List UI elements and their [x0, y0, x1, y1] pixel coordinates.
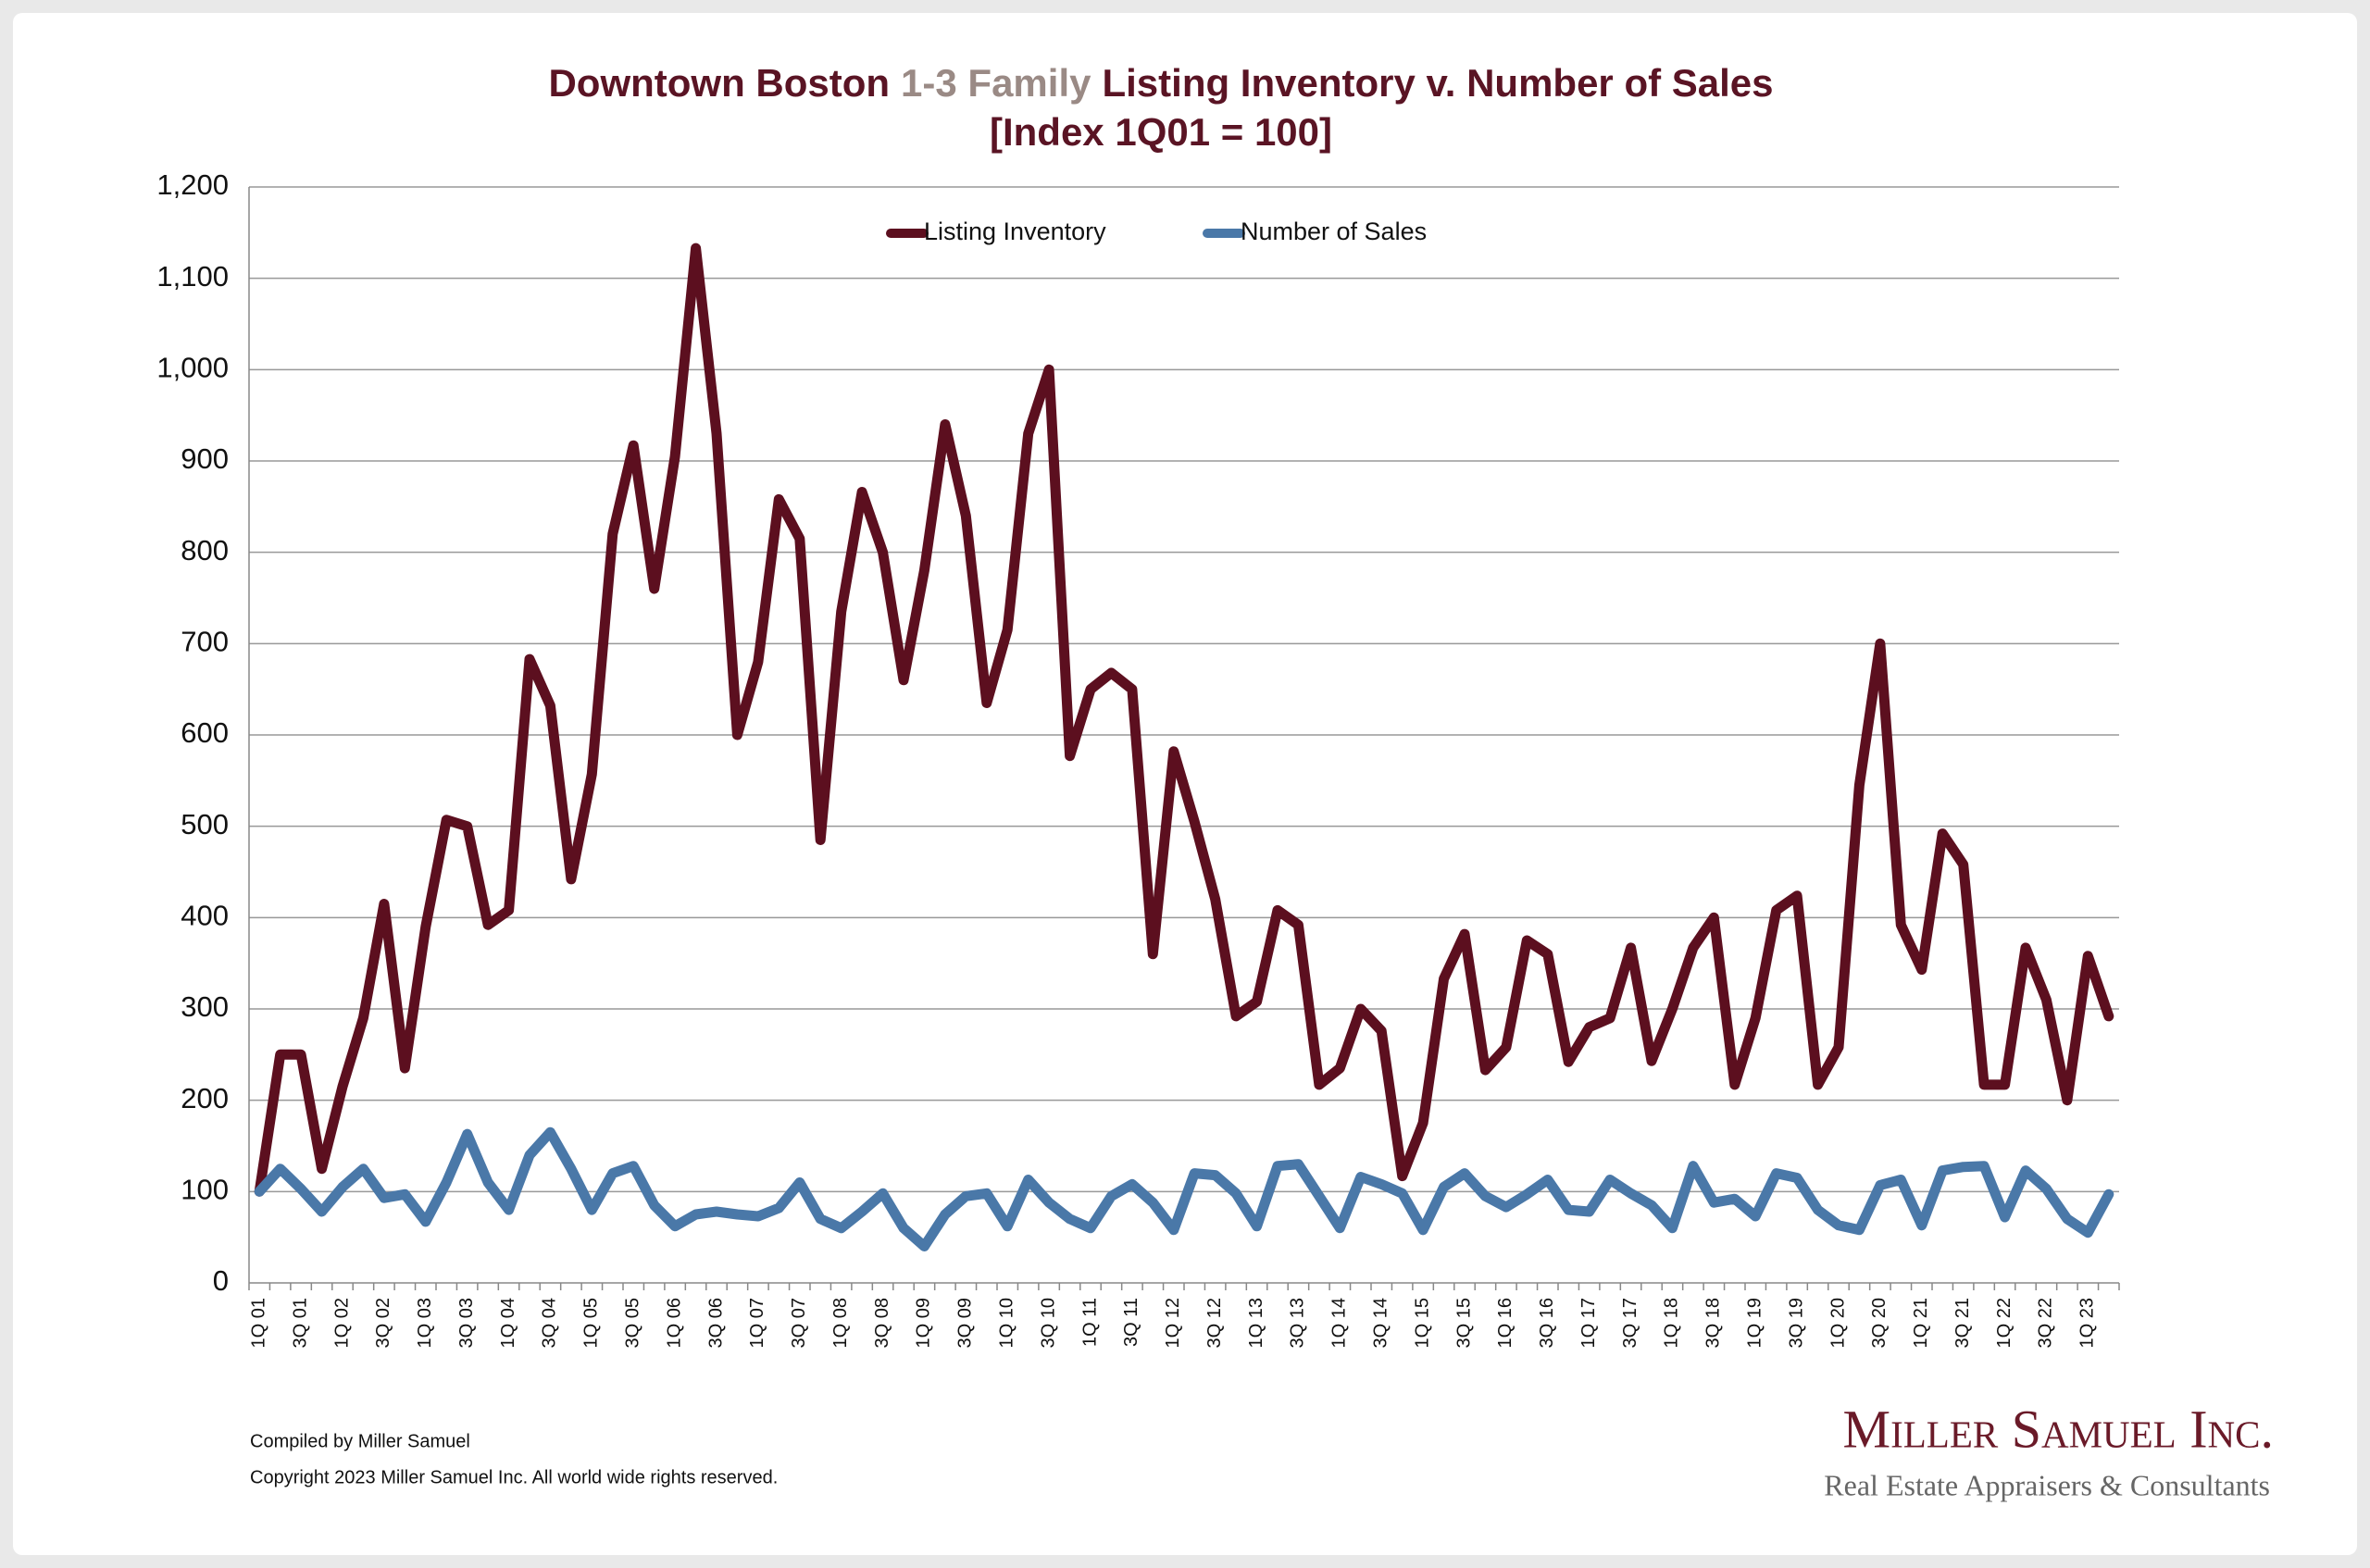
x-tick-label: 1Q 19 — [1745, 1298, 1765, 1348]
x-tick-label: 3Q 17 — [1620, 1298, 1640, 1348]
x-tick-label: 1Q 21 — [1911, 1298, 1931, 1348]
x-tick-label: 1Q 13 — [1246, 1298, 1266, 1348]
y-tick-label: 400 — [181, 900, 229, 932]
x-tick-label: 1Q 04 — [498, 1298, 518, 1348]
x-tick-label: 3Q 06 — [705, 1298, 726, 1348]
y-tick-label: 700 — [181, 626, 229, 658]
x-tick-label: 1Q 20 — [1827, 1298, 1848, 1348]
x-tick-label: 1Q 02 — [331, 1298, 352, 1348]
x-tick-label: 1Q 17 — [1578, 1298, 1599, 1348]
x-tick-label: 1Q 22 — [1994, 1298, 2014, 1348]
y-tick-label: 900 — [181, 442, 229, 475]
x-tick-label: 3Q 03 — [456, 1298, 477, 1348]
footnote: Copyright 2023 Miller Samuel Inc. All wo… — [250, 1467, 778, 1487]
y-tick-label: 100 — [181, 1174, 229, 1206]
x-tick-label: 1Q 14 — [1329, 1298, 1350, 1348]
x-tick-label: 3Q 20 — [1869, 1298, 1890, 1348]
title-part: 1-3 Family — [901, 61, 1091, 105]
chart-subtitle: [Index 1Q01 = 100] — [990, 110, 1332, 154]
x-tick-label: 1Q 06 — [664, 1298, 684, 1348]
x-tick-label: 1Q 08 — [830, 1298, 851, 1348]
y-tick-label: 200 — [181, 1082, 229, 1114]
x-tick-label: 1Q 07 — [747, 1298, 767, 1348]
y-tick-label: 1,200 — [156, 168, 229, 201]
x-tick-label: 3Q 04 — [540, 1298, 560, 1348]
x-tick-label: 3Q 14 — [1371, 1298, 1391, 1348]
y-tick-label: 300 — [181, 990, 229, 1023]
x-tick-label: 1Q 10 — [997, 1298, 1017, 1348]
x-tick-label: 1Q 12 — [1163, 1298, 1183, 1348]
logo-name: Miller Samuel Inc. — [1843, 1399, 2275, 1459]
x-tick-label: 3Q 07 — [789, 1298, 809, 1348]
x-tick-label: 1Q 11 — [1079, 1298, 1100, 1347]
y-tick-label: 800 — [181, 534, 229, 566]
footnote: Compiled by Miller Samuel — [250, 1431, 470, 1451]
x-tick-label: 3Q 15 — [1453, 1298, 1474, 1348]
y-tick-label: 0 — [213, 1264, 229, 1297]
series-line — [254, 243, 2114, 1197]
y-tick-label: 600 — [181, 716, 229, 749]
legend-label: Number of Sales — [1241, 218, 1427, 245]
y-tick-label: 1,100 — [156, 260, 229, 292]
x-tick-label: 1Q 03 — [415, 1298, 435, 1348]
x-tick-label: 3Q 01 — [290, 1298, 310, 1348]
legend-label: Listing Inventory — [924, 218, 1106, 245]
x-tick-label: 3Q 05 — [623, 1298, 643, 1348]
x-tick-label: 1Q 09 — [914, 1298, 934, 1348]
series-line — [254, 1126, 2114, 1251]
x-tick-label: 3Q 16 — [1537, 1298, 1557, 1348]
title-part: Listing Inventory v. Number of Sales — [1102, 61, 1773, 105]
x-tick-label: 3Q 22 — [2036, 1298, 2056, 1348]
x-tick-label: 1Q 01 — [249, 1298, 269, 1348]
x-tick-label: 3Q 13 — [1288, 1298, 1308, 1348]
x-tick-label: 3Q 11 — [1121, 1298, 1141, 1347]
x-tick-label: 3Q 21 — [1952, 1298, 1973, 1348]
x-tick-label: 1Q 23 — [2077, 1298, 2098, 1348]
x-tick-label: 1Q 15 — [1412, 1298, 1432, 1348]
chart-title: Downtown Boston 1-3 Family Listing Invento… — [548, 61, 1773, 105]
x-tick-label: 3Q 12 — [1204, 1298, 1225, 1348]
x-tick-label: 1Q 05 — [581, 1298, 602, 1348]
x-tick-label: 3Q 19 — [1786, 1298, 1806, 1348]
x-tick-label: 3Q 08 — [872, 1298, 892, 1348]
y-tick-label: 1,000 — [156, 352, 229, 384]
x-tick-label: 1Q 18 — [1662, 1298, 1682, 1348]
logo-tagline: Real Estate Appraisers & Consultants — [1824, 1468, 2270, 1501]
x-tick-label: 3Q 09 — [955, 1298, 976, 1348]
x-tick-label: 3Q 10 — [1038, 1298, 1058, 1348]
x-tick-label: 3Q 02 — [373, 1298, 393, 1348]
x-tick-label: 1Q 16 — [1495, 1298, 1516, 1348]
x-tick-label: 3Q 18 — [1703, 1298, 1724, 1348]
title-part: Downtown Boston — [548, 61, 890, 105]
y-tick-label: 500 — [181, 808, 229, 840]
